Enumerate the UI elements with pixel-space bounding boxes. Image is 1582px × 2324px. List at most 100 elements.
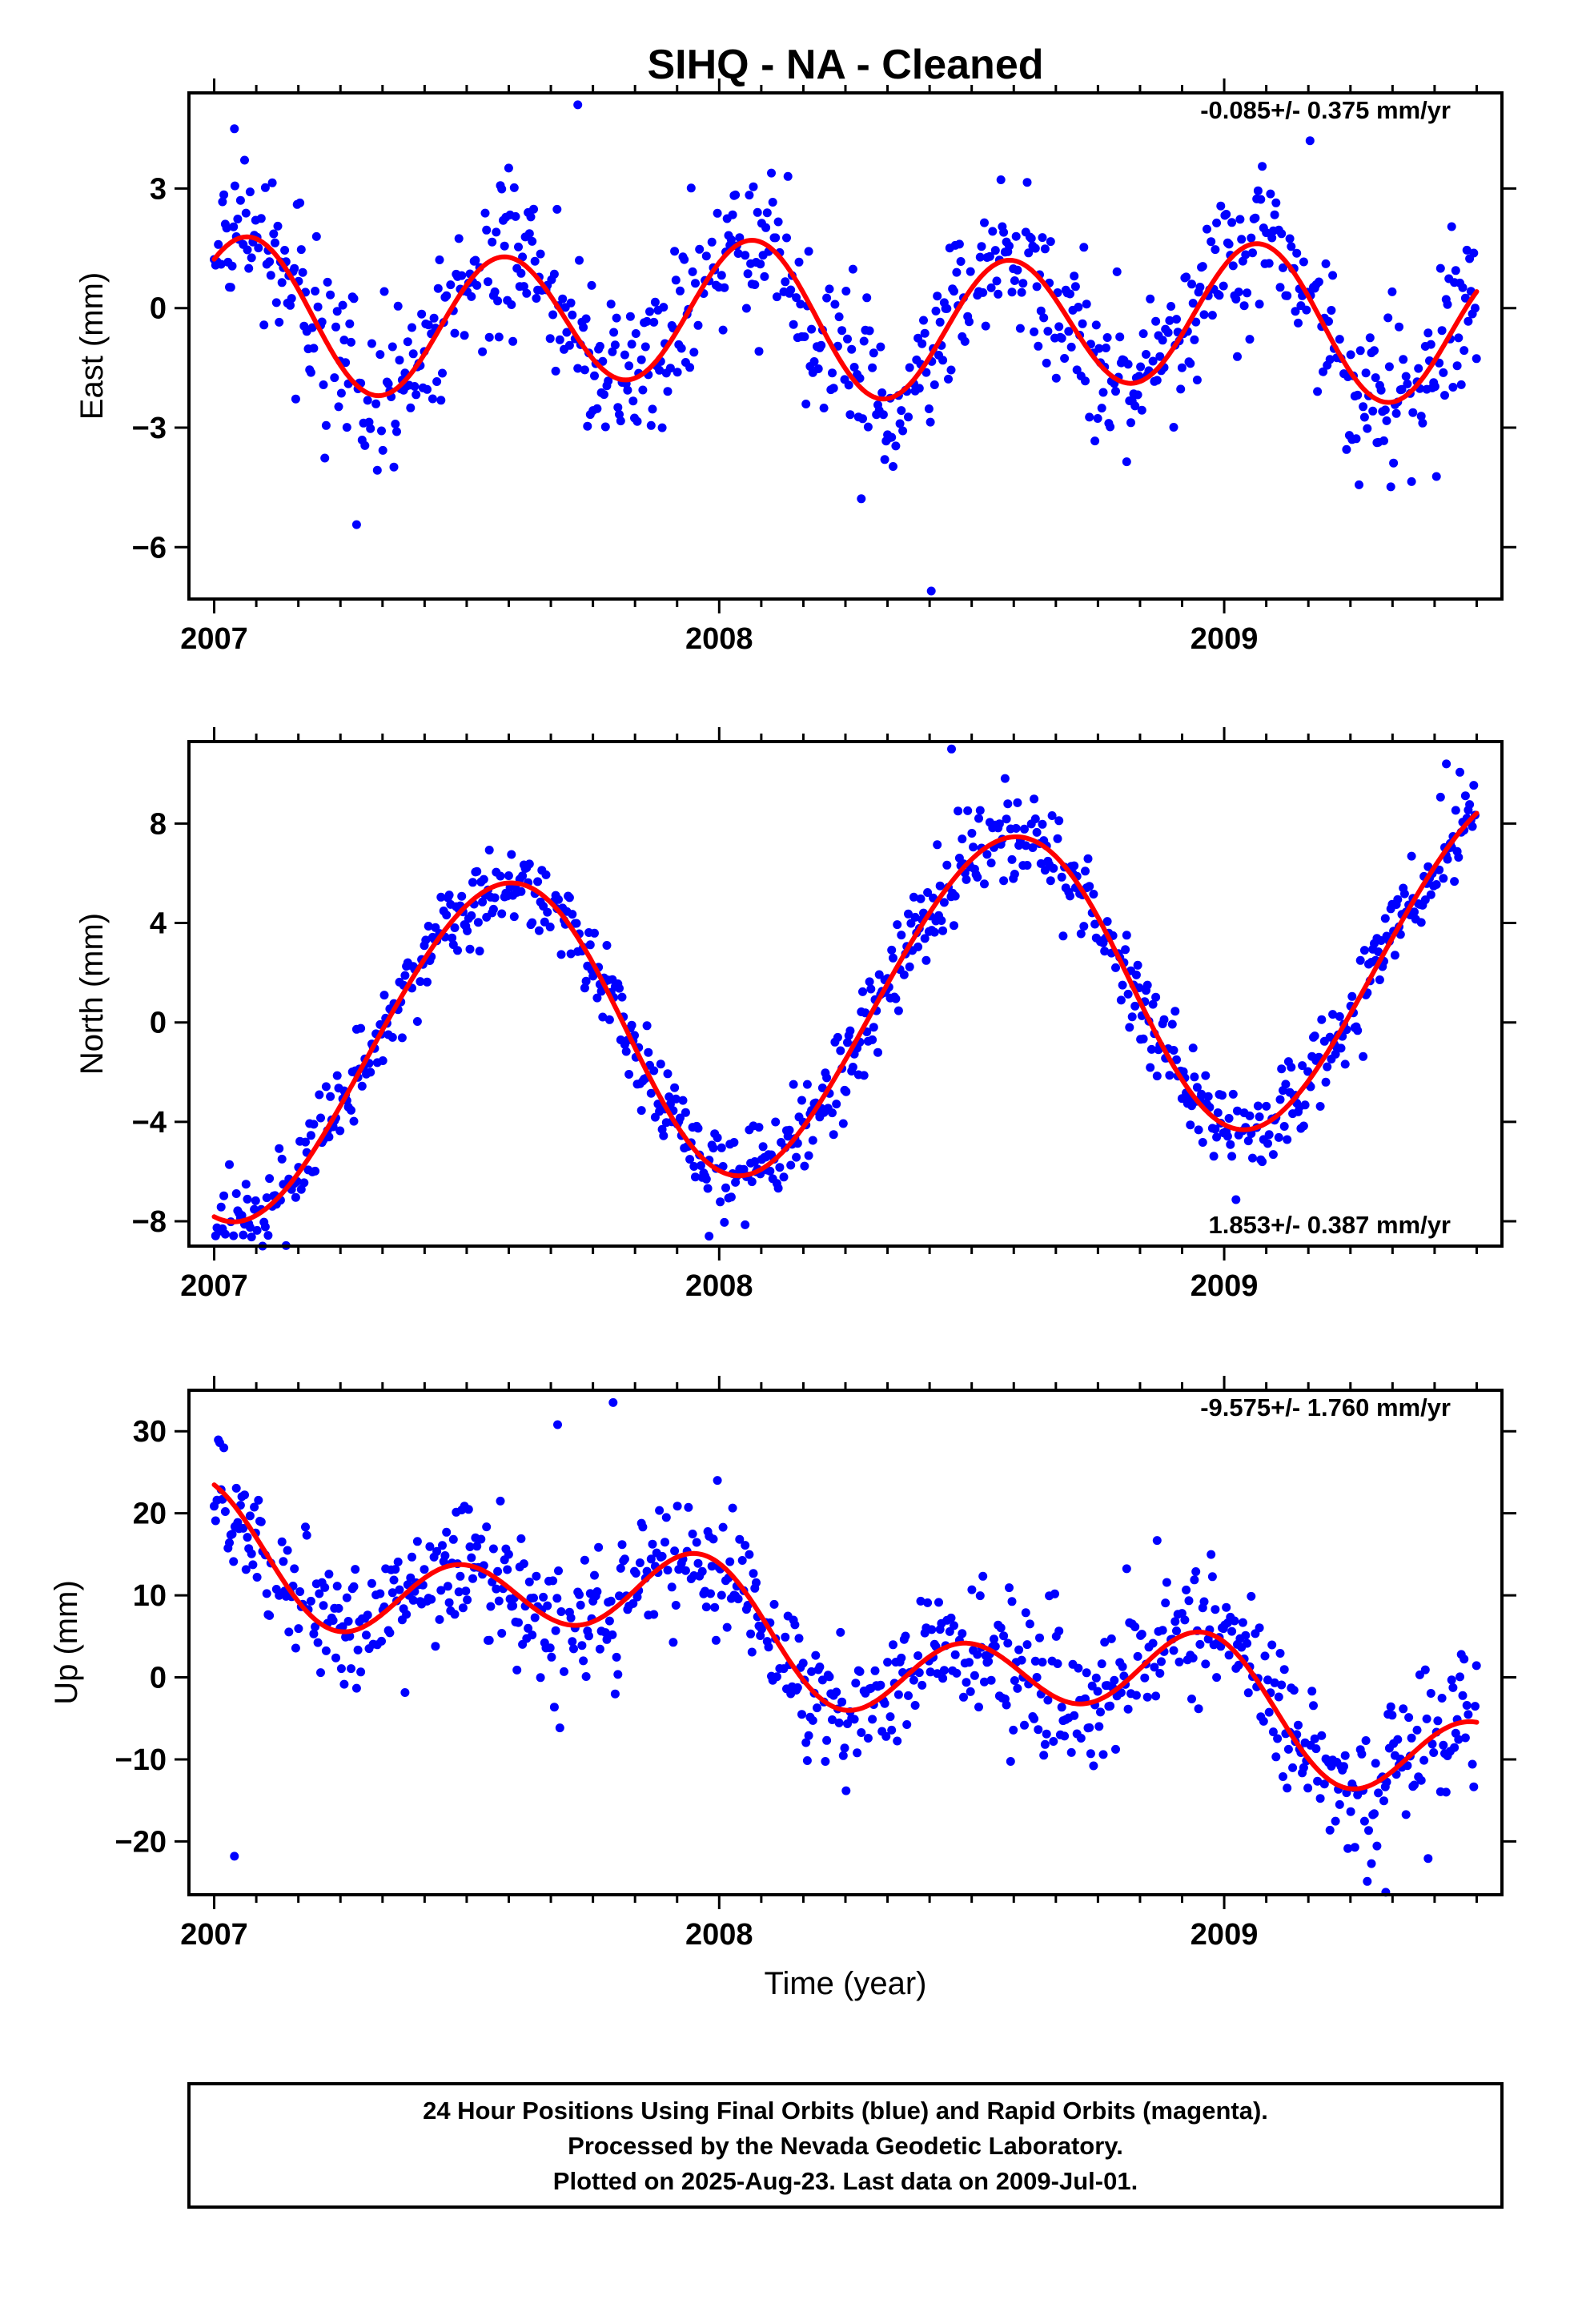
point-north	[841, 1087, 851, 1096]
point-east	[1370, 346, 1379, 356]
point-east	[1070, 271, 1079, 281]
plot-frame-up	[187, 1389, 1504, 1896]
point-east	[1277, 229, 1287, 239]
point-north	[1030, 814, 1040, 823]
point-up	[913, 1651, 923, 1660]
point-up	[367, 1578, 376, 1588]
point-up	[885, 1712, 895, 1722]
point-north	[822, 1073, 832, 1083]
point-up	[1007, 1597, 1017, 1606]
point-up	[1227, 1626, 1237, 1636]
point-east	[878, 410, 888, 420]
point-east	[216, 259, 226, 269]
point-north	[832, 1100, 841, 1109]
point-east	[377, 426, 386, 436]
point-east	[1091, 320, 1101, 330]
point-up	[832, 1687, 841, 1697]
point-up	[616, 1563, 625, 1573]
point-east	[511, 211, 520, 221]
point-up	[1097, 1659, 1106, 1669]
point-east	[1032, 282, 1042, 292]
point-up	[1379, 1796, 1388, 1806]
point-east	[243, 245, 252, 255]
point-north	[1121, 945, 1130, 955]
point-up	[631, 1569, 640, 1578]
point-north	[1083, 854, 1093, 863]
ytick-east-3: 3	[150, 172, 167, 206]
point-east	[1186, 359, 1195, 368]
point-east	[745, 191, 754, 200]
point-north	[994, 819, 1004, 829]
point-north	[1100, 947, 1110, 956]
point-east	[260, 183, 270, 192]
point-up	[1427, 1739, 1437, 1749]
point-north	[585, 940, 595, 950]
point-up	[320, 1582, 330, 1592]
point-north	[1227, 1152, 1237, 1161]
point-up	[334, 1603, 343, 1613]
point-east	[1408, 408, 1418, 417]
point-up	[1268, 1727, 1278, 1737]
point-up	[927, 1625, 937, 1634]
point-east	[583, 421, 592, 431]
point-north	[866, 984, 876, 994]
point-east	[688, 267, 697, 276]
point-up	[331, 1653, 340, 1663]
point-east	[1207, 237, 1216, 247]
point-up	[648, 1539, 657, 1549]
ytick-up-30: 30	[133, 1415, 167, 1449]
point-up	[385, 1628, 395, 1638]
point-north	[1248, 1153, 1257, 1163]
point-east	[657, 423, 667, 432]
point-east	[1082, 300, 1091, 309]
point-up-outlier	[608, 1397, 618, 1407]
point-up	[343, 1617, 353, 1626]
point-north	[1146, 1044, 1156, 1054]
point-east	[762, 208, 772, 218]
point-east	[986, 283, 996, 292]
point-up	[950, 1621, 958, 1630]
point-up	[1371, 1759, 1380, 1768]
point-east	[891, 441, 901, 451]
point-east	[271, 298, 281, 308]
point-north	[869, 1023, 878, 1032]
point-north	[239, 1230, 248, 1240]
point-up	[1307, 1687, 1317, 1696]
point-up	[973, 1650, 982, 1659]
point-up	[1207, 1550, 1216, 1559]
point-up	[1022, 1640, 1032, 1650]
point-east	[286, 300, 295, 310]
point-east	[931, 306, 941, 316]
point-east	[817, 340, 826, 350]
point-east	[1462, 245, 1472, 255]
point-east	[1239, 301, 1249, 311]
point-north	[627, 1020, 636, 1030]
point-east	[960, 336, 970, 346]
point-north	[564, 893, 574, 903]
point-up	[962, 1678, 971, 1687]
point-east	[347, 337, 355, 347]
point-up	[1393, 1735, 1403, 1744]
point-east	[1454, 333, 1464, 343]
point-north	[554, 895, 563, 904]
point-north	[450, 923, 460, 932]
point-east	[492, 227, 501, 237]
point-up	[351, 1565, 360, 1574]
point-up	[669, 1638, 678, 1647]
point-north	[468, 878, 477, 887]
point-up	[1040, 1739, 1050, 1749]
point-up	[1042, 1729, 1051, 1739]
point-east	[472, 280, 482, 290]
point-up	[757, 1624, 766, 1634]
point-up	[472, 1542, 482, 1551]
ytick-up-0: 0	[150, 1662, 167, 1695]
point-north	[1331, 1049, 1340, 1059]
point-east	[345, 319, 355, 328]
point-east-outlier	[1305, 136, 1315, 146]
point-north	[424, 922, 433, 931]
point-up	[926, 1667, 935, 1677]
point-east	[227, 261, 237, 271]
point-up	[790, 1620, 800, 1630]
point-east	[1407, 476, 1416, 486]
